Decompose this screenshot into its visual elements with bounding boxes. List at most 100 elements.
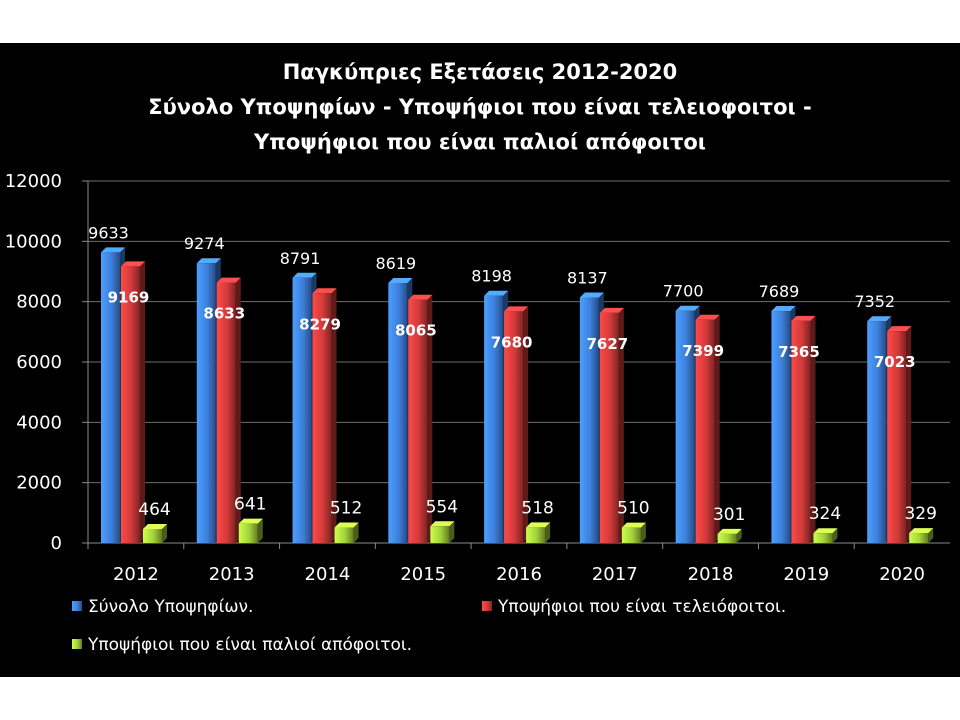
bar-chart: Παγκύπριες Εξετάσεις 2012-2020 Σύνολο Υπ… — [5, 60, 950, 655]
bar-side — [523, 306, 529, 543]
bar-side — [162, 524, 167, 543]
bar-top — [599, 307, 624, 313]
bar-graduates-2013 — [238, 523, 258, 543]
data-label: 8791 — [280, 249, 321, 268]
chart-title-line-1: Παγκύπριες Εξετάσεις 2012-2020 — [283, 60, 678, 84]
bar-top — [196, 258, 221, 264]
bar-total-2019 — [771, 311, 791, 543]
data-label: 641 — [234, 495, 266, 515]
bar-top — [791, 315, 816, 321]
bar-top — [238, 518, 263, 524]
x-tick-label: 2012 — [113, 564, 159, 585]
bar-final-year-2019 — [791, 320, 811, 543]
bar-side — [640, 522, 646, 543]
bar-top — [504, 306, 529, 312]
x-tick-label: 2014 — [305, 564, 351, 585]
bar-side — [618, 307, 624, 543]
data-label: 329 — [904, 504, 936, 524]
bar-side — [140, 261, 145, 543]
bar-graduates-2015 — [430, 526, 450, 543]
data-label: 9274 — [184, 234, 225, 253]
bar-graduates-2016 — [526, 527, 546, 543]
chart-title-line-3: Υποψήφιοι που είναι παλιοί απόφοιτοι — [253, 130, 706, 154]
y-tick-label: 0 — [51, 533, 62, 554]
legend-swatch — [482, 601, 492, 611]
bar-top — [621, 522, 646, 528]
legend-label: Υποψήφιοι που είναι παλιοί απόφοιτοι. — [87, 635, 412, 655]
bar-side — [331, 288, 337, 543]
bar-side — [736, 528, 742, 543]
bar-top — [388, 277, 413, 283]
data-label: 7700 — [663, 282, 704, 301]
bar-graduates-2020 — [909, 533, 929, 543]
bar-top — [717, 528, 742, 534]
data-label: 9633 — [88, 223, 129, 242]
data-labels: 9633 9169 464 9274 8633 641 8791 8279 512 8619 806… — [88, 223, 937, 525]
bar-total-2016 — [484, 295, 504, 543]
y-tick-label: 8000 — [16, 292, 62, 313]
bar-total-2013 — [196, 263, 216, 543]
bar-final-year-2013 — [216, 282, 236, 543]
data-label: 7365 — [778, 343, 820, 361]
legend: Σύνολο Υποψηφίων. Υποψήφιοι που είναι τελ… — [72, 597, 786, 655]
data-label: 518 — [521, 498, 553, 518]
bar-total-2020 — [867, 321, 887, 543]
bar-top — [484, 290, 509, 296]
bar-top — [121, 261, 145, 267]
data-label: 7399 — [682, 342, 724, 360]
x-tick-label: 2017 — [592, 564, 638, 585]
data-label: 7352 — [854, 292, 895, 311]
bar-final-year-2020 — [887, 331, 907, 543]
data-label: 301 — [713, 505, 745, 525]
data-label: 554 — [426, 497, 458, 517]
bar-top — [695, 314, 720, 320]
legend-swatch — [72, 601, 82, 611]
chart-title-line-2: Σύνολο Υποψηφίων - Υποψήφιοι που είναι τ… — [148, 95, 811, 119]
bar-side — [810, 315, 816, 543]
bar-top — [292, 272, 317, 278]
bar-total-2012 — [101, 252, 120, 544]
x-tick-label: 2016 — [496, 564, 542, 585]
bar-total-2017 — [579, 297, 599, 543]
x-tick-label: 2013 — [209, 564, 255, 585]
bar-total-2015 — [388, 282, 408, 543]
bar-graduates-2017 — [621, 527, 641, 543]
bar-top — [771, 306, 796, 312]
data-label: 510 — [617, 499, 649, 519]
bar-final-year-2012 — [121, 266, 140, 543]
data-label: 8198 — [471, 267, 512, 286]
bar-final-year-2014 — [312, 293, 332, 543]
bar-side — [427, 294, 433, 543]
bar-top — [909, 528, 934, 534]
bar-top — [867, 316, 892, 322]
bar-top — [334, 522, 359, 528]
chart-title: Παγκύπριες Εξετάσεις 2012-2020 Σύνολο Υπ… — [148, 60, 811, 154]
bar-side — [832, 528, 838, 543]
x-tick-label: 2018 — [688, 564, 734, 585]
bar-top — [430, 521, 455, 527]
bar-top — [579, 292, 604, 298]
bar-top — [408, 294, 433, 300]
bar-final-year-2018 — [695, 319, 715, 543]
legend-swatch — [72, 639, 82, 649]
bar-final-year-2016 — [504, 311, 524, 543]
x-tick-label: 2020 — [879, 564, 925, 585]
bar-graduates-2019 — [813, 533, 833, 543]
bar-final-year-2017 — [599, 312, 619, 543]
data-label: 324 — [809, 504, 841, 524]
bar-top — [675, 305, 700, 311]
y-tick-label: 2000 — [16, 473, 62, 494]
data-label: 464 — [138, 500, 170, 520]
bar-side — [714, 314, 720, 543]
legend-label: Υποψήφιοι που είναι τελειόφοιτοι. — [497, 597, 786, 617]
data-label: 8619 — [375, 254, 416, 273]
bar-final-year-2015 — [408, 299, 428, 543]
data-label: 7680 — [491, 333, 533, 351]
x-tick-label: 2015 — [400, 564, 446, 585]
data-label: 8065 — [395, 322, 437, 340]
bar-side — [353, 522, 359, 543]
bar-side — [906, 326, 912, 543]
legend-label: Σύνολο Υποψηφίων. — [88, 597, 253, 617]
x-tick-label: 2019 — [783, 564, 829, 585]
bar-top — [312, 288, 337, 294]
